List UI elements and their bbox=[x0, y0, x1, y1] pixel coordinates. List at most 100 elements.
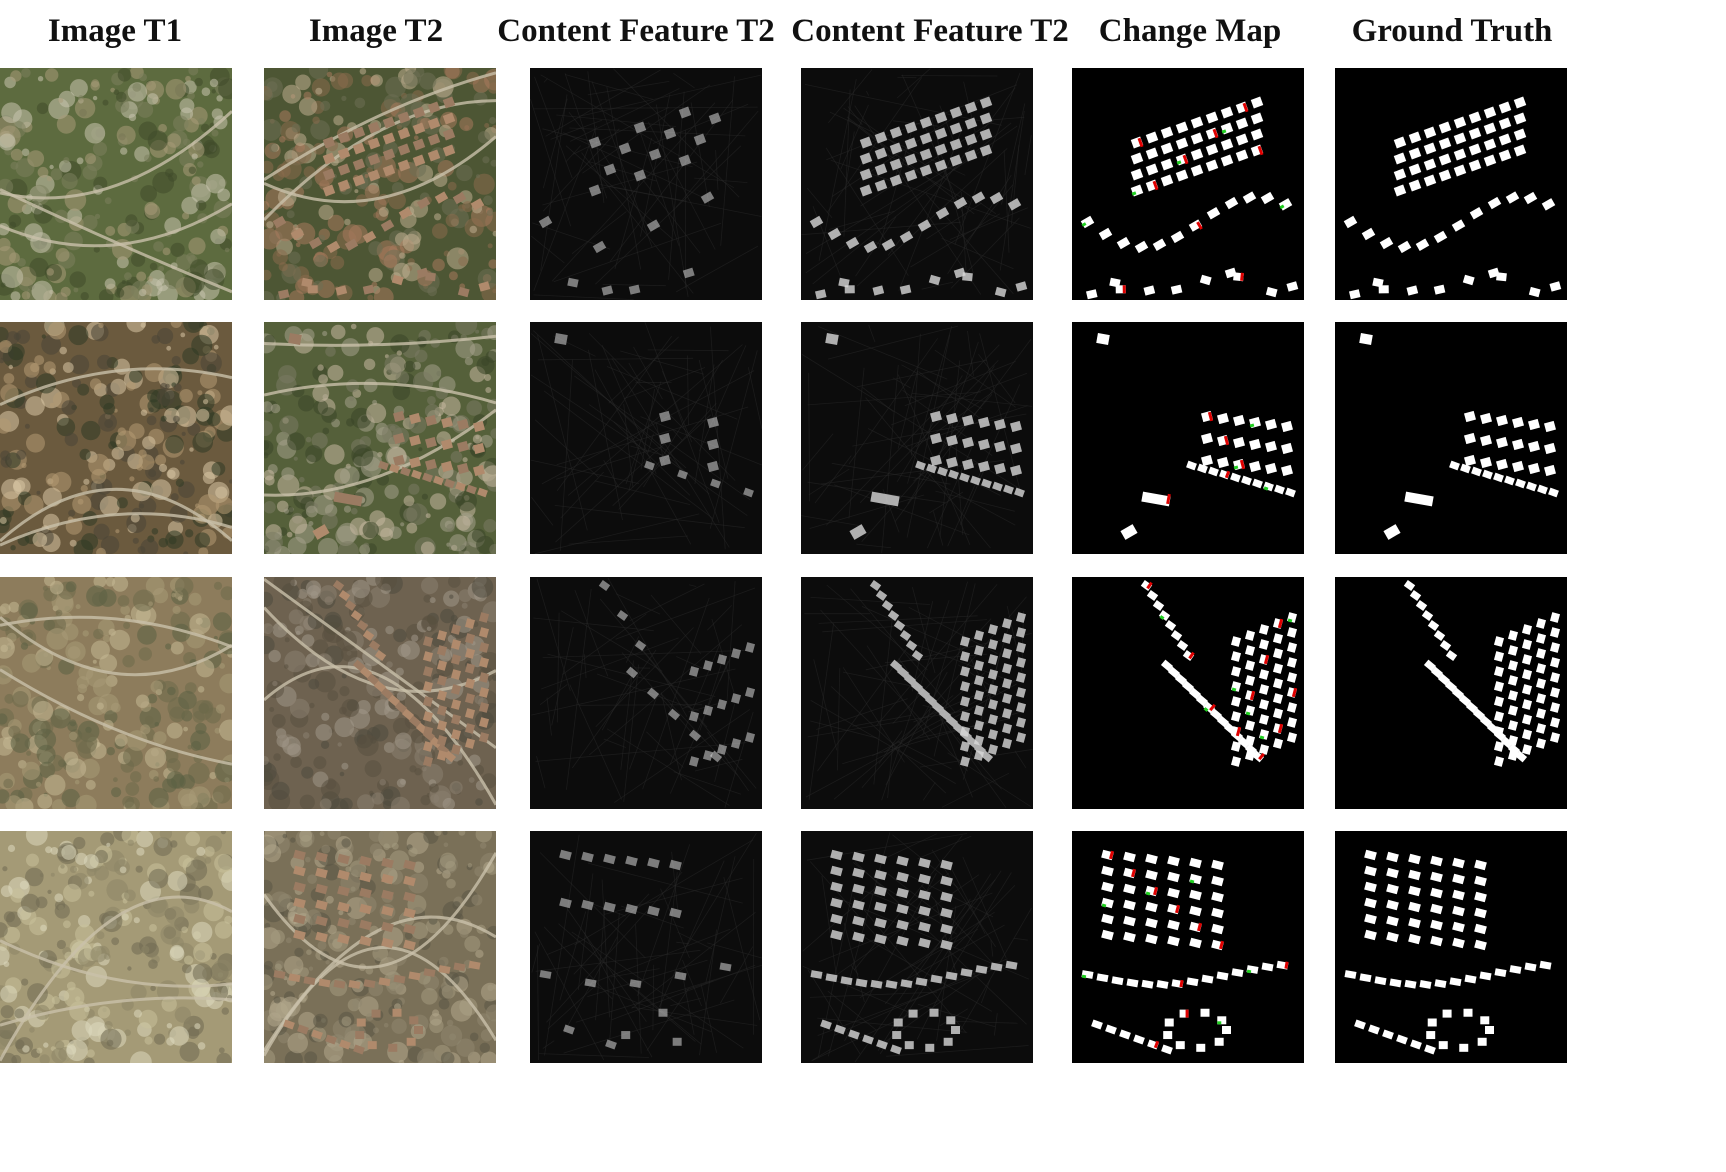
house-roof bbox=[455, 481, 466, 492]
feature-activation bbox=[688, 729, 702, 742]
building-mask bbox=[1096, 333, 1110, 345]
building-mask bbox=[1509, 965, 1522, 974]
building-mask bbox=[1453, 164, 1467, 177]
house-roof bbox=[283, 1019, 295, 1030]
building-mask bbox=[1521, 684, 1533, 695]
feature-activation bbox=[889, 174, 903, 187]
building-mask bbox=[1251, 750, 1265, 763]
house-roof bbox=[381, 921, 394, 933]
feature-activation bbox=[845, 236, 860, 250]
feature-activation bbox=[926, 463, 937, 474]
feature-activation bbox=[987, 684, 999, 695]
tile-cm-row-4 bbox=[1072, 831, 1304, 1063]
house-roof bbox=[392, 1008, 402, 1017]
building-mask bbox=[1230, 741, 1242, 752]
building-mask bbox=[1434, 979, 1447, 988]
feature-activation bbox=[1005, 960, 1018, 970]
house-roof bbox=[478, 702, 490, 713]
building-mask bbox=[1101, 865, 1114, 877]
building-mask bbox=[1548, 487, 1559, 498]
building-mask bbox=[1465, 701, 1479, 714]
house-roof bbox=[470, 198, 485, 211]
feature-activation bbox=[707, 438, 719, 451]
feature-activation bbox=[633, 169, 647, 182]
feature-activation bbox=[743, 487, 754, 498]
feature-activation bbox=[648, 148, 662, 161]
house-roof bbox=[425, 458, 437, 471]
feature-activation bbox=[893, 620, 906, 631]
feature-activation bbox=[959, 756, 971, 767]
false-negative-pixel bbox=[1221, 129, 1227, 134]
building-mask bbox=[1521, 714, 1533, 725]
building-mask bbox=[1472, 708, 1486, 721]
false-positive-pixel bbox=[1153, 1040, 1160, 1049]
house-roof bbox=[478, 717, 490, 728]
building-mask bbox=[1464, 432, 1476, 445]
tile-t2-row-1 bbox=[264, 68, 496, 300]
feature-activation bbox=[959, 696, 971, 707]
feature-activation bbox=[962, 436, 974, 449]
building-mask bbox=[1408, 885, 1421, 897]
house-roof bbox=[412, 106, 426, 119]
feature-activation bbox=[934, 143, 948, 156]
feature-activation bbox=[744, 687, 756, 698]
building-mask bbox=[1286, 702, 1298, 713]
building-mask bbox=[1493, 472, 1504, 483]
building-mask bbox=[1272, 663, 1284, 674]
feature-activation bbox=[719, 962, 732, 972]
house-roof bbox=[359, 855, 372, 867]
house-roof bbox=[478, 672, 490, 683]
feature-activation bbox=[825, 333, 839, 345]
house-roof bbox=[478, 281, 491, 292]
feature-activation bbox=[930, 410, 942, 423]
building-mask bbox=[1364, 897, 1377, 909]
building-mask bbox=[1222, 1026, 1231, 1034]
false-positive-pixel bbox=[1131, 868, 1136, 878]
building-mask bbox=[1496, 458, 1508, 471]
feature-activation bbox=[938, 708, 952, 721]
building-mask bbox=[1146, 590, 1159, 601]
building-mask bbox=[1408, 869, 1421, 881]
false-positive-pixel bbox=[1166, 493, 1171, 505]
building-mask bbox=[1209, 708, 1223, 721]
building-mask bbox=[1496, 436, 1508, 449]
building-mask bbox=[1464, 974, 1477, 984]
building-mask bbox=[1535, 738, 1547, 749]
feature-activation bbox=[978, 438, 990, 451]
building-mask bbox=[1474, 859, 1487, 871]
feature-activation bbox=[964, 133, 978, 146]
feature-activation bbox=[859, 152, 873, 165]
building-mask bbox=[1498, 149, 1512, 162]
feature-activation bbox=[863, 240, 878, 254]
feature-activation bbox=[874, 131, 888, 144]
building-mask bbox=[1507, 720, 1519, 731]
feature-activation bbox=[708, 112, 722, 125]
house-roof bbox=[441, 416, 453, 429]
feature-activation bbox=[874, 917, 887, 929]
house-roof bbox=[423, 968, 436, 977]
building-mask bbox=[1386, 883, 1399, 895]
feature-activation bbox=[539, 970, 552, 979]
feature-activation bbox=[924, 694, 938, 707]
house-roof bbox=[393, 432, 405, 445]
house-roof bbox=[457, 418, 469, 431]
house-roof bbox=[337, 131, 351, 144]
feature-activation bbox=[889, 126, 903, 139]
feature-activation bbox=[940, 939, 953, 951]
feature-activation bbox=[987, 744, 999, 755]
column-header-image-t1: Image T1 bbox=[47, 12, 183, 49]
feature-activation bbox=[852, 883, 865, 895]
feature-activation bbox=[940, 859, 953, 871]
house-roof bbox=[359, 903, 372, 915]
feature-activation bbox=[567, 277, 579, 288]
building-mask bbox=[1498, 101, 1512, 114]
building-mask bbox=[1217, 412, 1229, 425]
house-roof bbox=[464, 678, 476, 689]
building-mask bbox=[1507, 675, 1519, 686]
building-mask bbox=[1549, 717, 1561, 728]
house-roof bbox=[409, 412, 421, 425]
feature-activation bbox=[834, 1024, 846, 1035]
false-negative-pixel bbox=[1176, 160, 1182, 165]
house-roof bbox=[464, 738, 476, 749]
house-roof bbox=[441, 460, 453, 473]
